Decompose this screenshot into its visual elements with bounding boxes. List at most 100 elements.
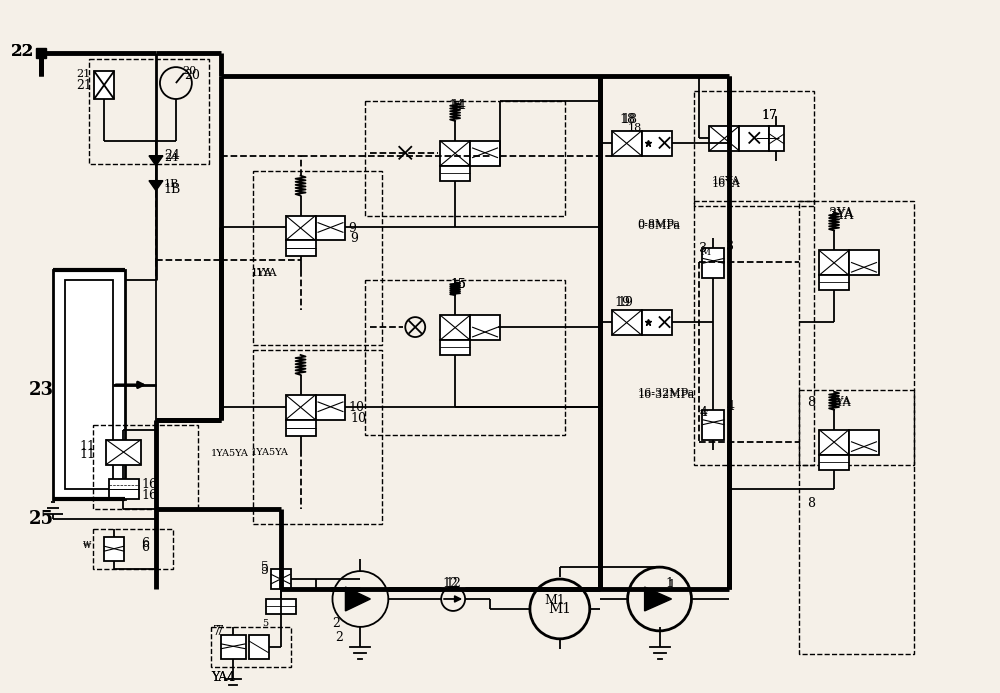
Text: 25: 25 xyxy=(29,510,54,528)
Bar xyxy=(612,131,642,156)
Bar xyxy=(316,216,345,240)
Bar xyxy=(93,529,173,569)
Text: 16-32MPa: 16-32MPa xyxy=(638,388,695,398)
Text: 0-8MPa: 0-8MPa xyxy=(638,220,681,231)
Bar xyxy=(286,420,316,436)
Bar xyxy=(440,166,470,181)
Text: 11: 11 xyxy=(79,448,95,461)
Text: 4: 4 xyxy=(699,406,707,419)
Polygon shape xyxy=(345,587,370,611)
Text: 19: 19 xyxy=(618,296,634,309)
Text: 1: 1 xyxy=(666,577,674,590)
Bar xyxy=(702,410,724,439)
Bar xyxy=(253,350,382,525)
Text: 14: 14 xyxy=(450,99,466,112)
Bar xyxy=(211,627,291,667)
Text: 2: 2 xyxy=(332,617,340,630)
Bar xyxy=(799,390,914,653)
Bar xyxy=(440,141,470,166)
Bar xyxy=(440,315,470,340)
Text: 10: 10 xyxy=(350,412,366,425)
Bar xyxy=(106,439,141,464)
Text: 16: 16 xyxy=(141,489,157,502)
Bar xyxy=(612,310,642,335)
Bar xyxy=(739,126,769,151)
Text: 24: 24 xyxy=(164,149,180,161)
Text: 6: 6 xyxy=(141,537,149,550)
Text: M: M xyxy=(700,248,711,257)
Text: 23: 23 xyxy=(29,381,54,399)
Bar xyxy=(253,170,382,345)
Bar xyxy=(819,275,849,290)
Text: 16-32MPa: 16-32MPa xyxy=(638,390,695,400)
Bar xyxy=(694,200,814,464)
Bar xyxy=(221,635,246,659)
Bar xyxy=(316,395,345,420)
Polygon shape xyxy=(149,181,163,191)
Bar xyxy=(93,425,198,509)
Text: 1YA5YA: 1YA5YA xyxy=(211,448,249,457)
Text: 6: 6 xyxy=(141,541,149,554)
Bar xyxy=(286,216,316,240)
Text: 14: 14 xyxy=(448,99,464,112)
Text: 16YA: 16YA xyxy=(711,179,740,188)
Text: 22: 22 xyxy=(11,43,35,60)
Polygon shape xyxy=(645,587,672,611)
Text: YA4: YA4 xyxy=(211,671,235,684)
Text: 12: 12 xyxy=(442,577,458,590)
Text: 5: 5 xyxy=(261,564,269,577)
Text: 12: 12 xyxy=(445,577,461,590)
Text: 21: 21 xyxy=(76,79,92,92)
Bar xyxy=(286,395,316,420)
Text: 22: 22 xyxy=(11,43,35,60)
Text: 8: 8 xyxy=(807,396,815,409)
Text: 20: 20 xyxy=(182,66,196,76)
Text: 3YA: 3YA xyxy=(829,209,853,222)
Bar xyxy=(89,59,209,164)
Text: 18: 18 xyxy=(622,113,638,126)
Bar xyxy=(849,250,879,275)
Text: M1: M1 xyxy=(548,602,571,616)
Bar xyxy=(65,280,113,489)
Bar xyxy=(440,340,470,355)
Bar xyxy=(271,569,291,589)
Text: 19: 19 xyxy=(615,296,631,309)
Text: 1YA: 1YA xyxy=(251,268,272,279)
Text: M1: M1 xyxy=(544,595,565,608)
Text: 15: 15 xyxy=(450,279,466,291)
Bar xyxy=(249,635,269,659)
Text: 7: 7 xyxy=(213,625,221,638)
Text: 9: 9 xyxy=(350,232,358,245)
Bar xyxy=(53,270,125,500)
Polygon shape xyxy=(149,156,163,166)
Text: 7: 7 xyxy=(216,625,224,638)
Bar xyxy=(709,126,739,151)
Text: w: w xyxy=(83,539,92,548)
Bar xyxy=(849,430,879,455)
Bar xyxy=(286,240,316,256)
Text: w: w xyxy=(83,541,92,550)
Text: 17: 17 xyxy=(761,109,777,122)
Text: 3: 3 xyxy=(726,240,734,254)
Bar xyxy=(642,131,672,156)
Text: 1: 1 xyxy=(668,579,676,592)
Text: YA4: YA4 xyxy=(211,671,235,684)
Text: 1B: 1B xyxy=(164,179,179,188)
Text: 5: 5 xyxy=(261,561,269,574)
Bar xyxy=(799,200,914,464)
Text: 2: 2 xyxy=(335,631,343,644)
Bar xyxy=(104,537,124,561)
Bar xyxy=(642,310,672,335)
Text: 18: 18 xyxy=(620,113,636,126)
Bar xyxy=(266,599,296,614)
Text: 16: 16 xyxy=(141,478,157,491)
Bar xyxy=(769,126,784,151)
Bar xyxy=(694,91,814,206)
Text: 3YA: 3YA xyxy=(829,207,853,220)
Text: 1B: 1B xyxy=(164,183,181,195)
Bar xyxy=(109,480,139,500)
Bar xyxy=(470,315,500,340)
Bar xyxy=(819,250,849,275)
Text: 2YA: 2YA xyxy=(829,396,851,406)
Bar xyxy=(365,280,565,435)
